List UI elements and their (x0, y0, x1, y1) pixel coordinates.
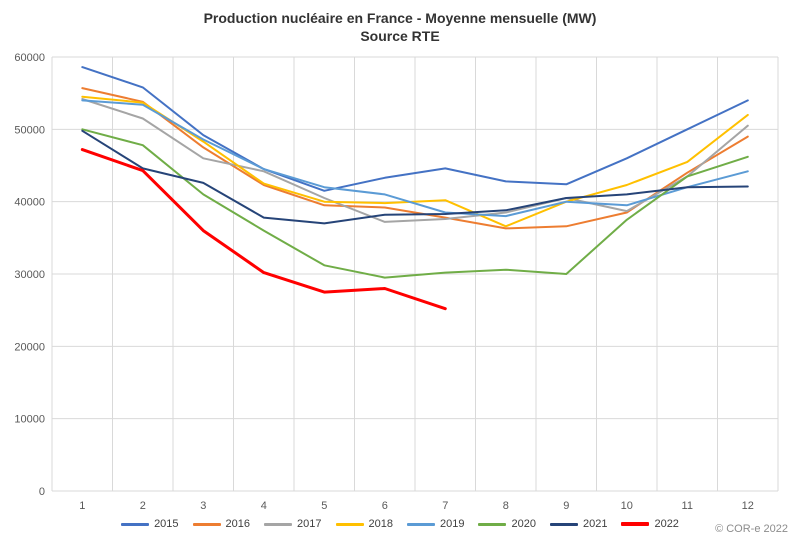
x-tick-label: 4 (261, 500, 267, 512)
legend-label: 2022 (654, 518, 679, 530)
chart-title: Production nucléaire en France - Moyenne… (203, 10, 597, 26)
series-line-2021 (81, 129, 749, 225)
legend-item-2020: 2020 (478, 518, 536, 530)
legend-label: 2017 (297, 518, 322, 530)
x-tick-label: 12 (742, 500, 754, 512)
y-tick-label: 0 (39, 486, 45, 498)
legend-label: 2015 (154, 518, 179, 530)
legend-swatch-2022 (621, 522, 650, 526)
legend-swatch-2020 (478, 522, 507, 526)
legend-swatch-2021 (549, 522, 578, 526)
x-tick-label: 10 (621, 500, 633, 512)
chart-legend: 2015 2016 2017 2018 2019 2020 2021 2022 (0, 513, 800, 535)
series-line-2018 (81, 95, 749, 228)
legend-swatch-2015 (121, 522, 150, 526)
x-tick-label: 6 (382, 500, 388, 512)
legend-item-2017: 2017 (264, 518, 322, 530)
legend-swatch-2016 (192, 522, 221, 526)
y-tick-label: 20000 (14, 341, 45, 353)
legend-item-2021: 2021 (549, 518, 608, 530)
legend-label: 2018 (368, 518, 393, 530)
x-tick-label: 1 (79, 500, 85, 512)
chart-subtitle: Source RTE (360, 28, 440, 44)
x-tick-label: 2 (140, 500, 146, 512)
legend-item-2022: 2022 (621, 518, 679, 530)
legend-label: 2019 (440, 518, 465, 530)
series-line-2022 (80, 148, 447, 311)
copyright-text: © COR-e 2022 (715, 523, 788, 535)
legend-item-2016: 2016 (192, 518, 251, 530)
series-line-2017 (81, 98, 749, 223)
x-tick-label: 9 (563, 500, 569, 512)
x-tick-label: 5 (321, 500, 327, 512)
x-tick-label: 3 (200, 500, 206, 512)
chart-header: Production nucléaire en France - Moyenne… (0, 0, 800, 45)
x-tick-label: 8 (503, 500, 509, 512)
legend-label: 2016 (225, 518, 251, 530)
legend-label: 2021 (582, 518, 608, 530)
legend-item-2015: 2015 (121, 518, 179, 530)
legend-swatch-2019 (407, 522, 435, 526)
series-line-2015 (81, 66, 749, 192)
series-line-2020 (81, 128, 749, 279)
x-tick-label: 11 (682, 500, 693, 512)
y-tick-label: 50000 (14, 124, 45, 136)
legend-label: 2020 (511, 518, 536, 530)
y-tick-label: 60000 (14, 52, 45, 64)
y-tick-label: 40000 (14, 197, 45, 209)
legend-swatch-2017 (264, 522, 293, 526)
legend-item-2019: 2019 (407, 518, 464, 530)
y-tick-label: 10000 (14, 414, 45, 426)
y-tick-label: 30000 (14, 269, 45, 281)
series-line-2019 (81, 99, 749, 218)
legend-item-2018: 2018 (335, 518, 393, 530)
x-tick-label: 7 (442, 500, 448, 512)
legend-swatch-2018 (335, 522, 364, 526)
